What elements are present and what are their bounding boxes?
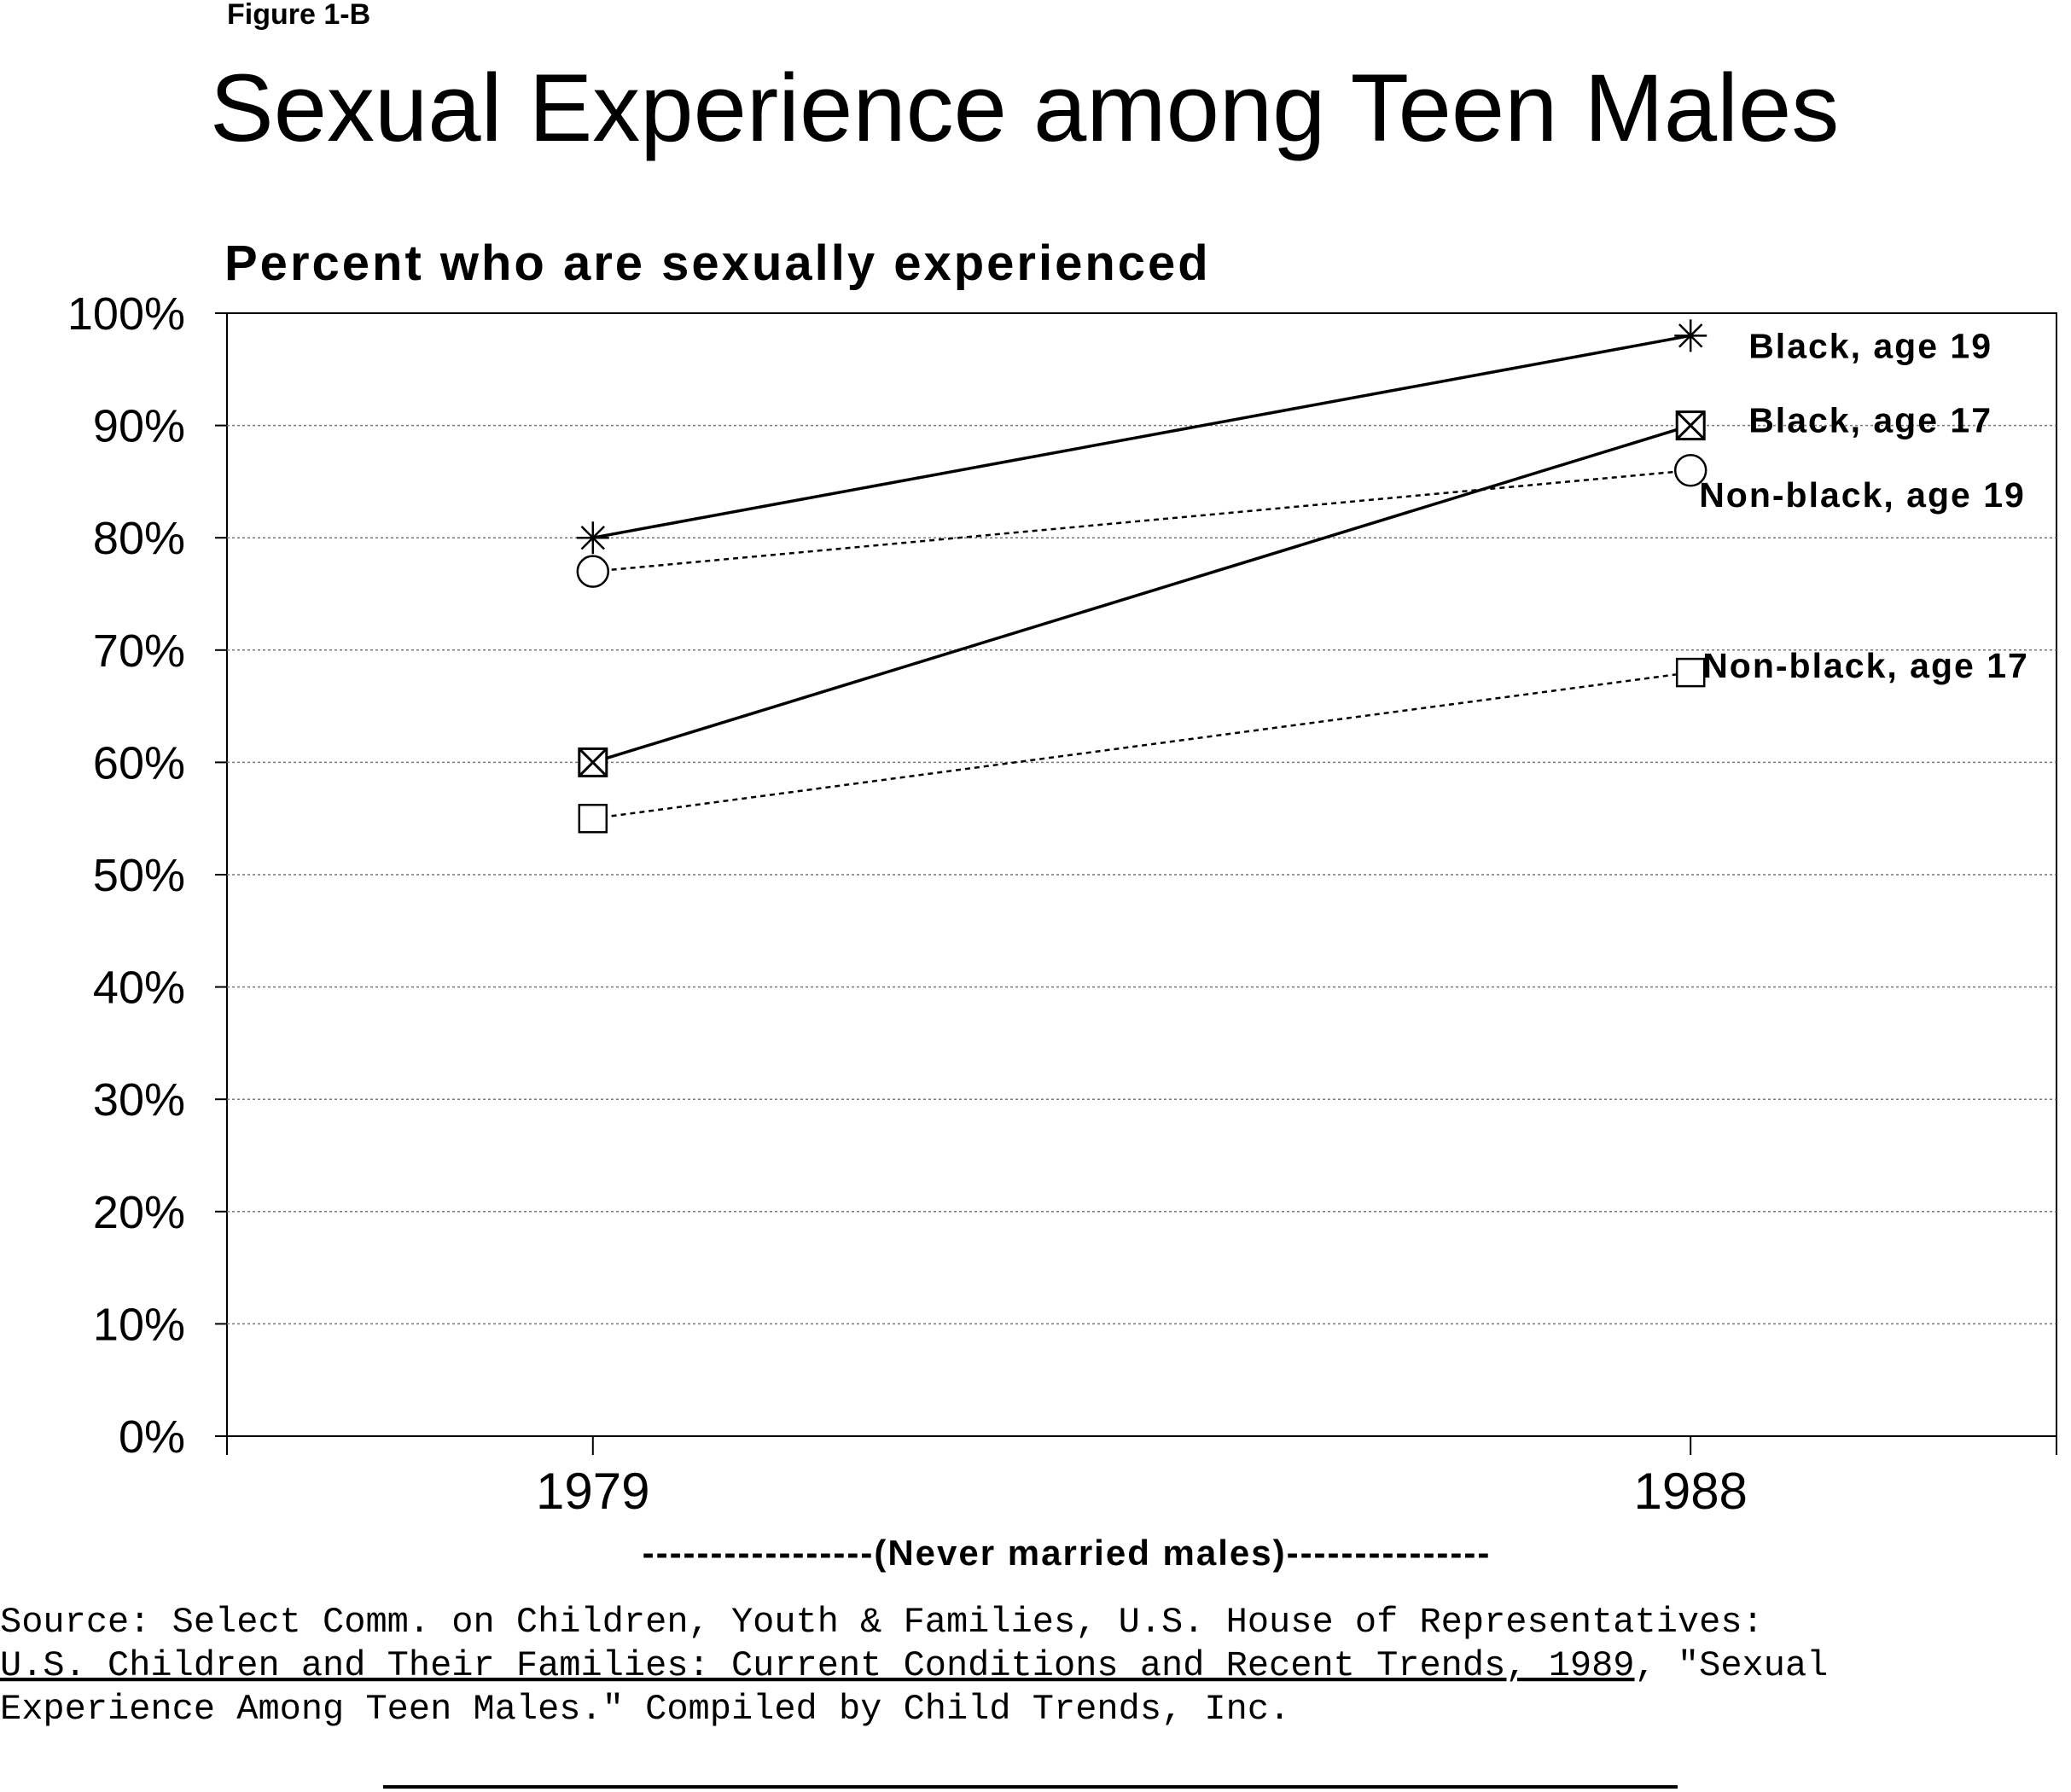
figure-label: Figure 1-B: [227, 0, 370, 31]
chart-title: Sexual Experience among Teen Males: [210, 55, 1839, 161]
y-tick-label: 30%: [93, 1074, 185, 1126]
data-point: [576, 555, 610, 588]
data-point: [1675, 657, 1706, 688]
data-point: [578, 747, 608, 777]
legend-label: Non-black, age 19: [1699, 475, 2026, 515]
source-text: , "Sexual: [1635, 1645, 1829, 1686]
data-point: [1674, 319, 1707, 352]
source-title: U.S. Children and Their Families: Curren…: [0, 1645, 1635, 1686]
legend-label: Black, age 19: [1748, 326, 1992, 365]
series-line: [592, 671, 1691, 820]
y-tick-label: 60%: [93, 737, 185, 788]
data-point: [576, 521, 609, 555]
subtitle: Percent who are sexually experienced: [224, 236, 1211, 291]
source-line: Source: Select Comm. on Children, Youth …: [0, 1602, 1764, 1643]
y-tick-label: 10%: [93, 1299, 185, 1350]
series-line: [592, 334, 1691, 539]
data-point: [1673, 453, 1707, 487]
source-line: Experience Among Teen Males." Compiled b…: [0, 1689, 1290, 1730]
data-point: [578, 803, 608, 834]
y-tick-label: 70%: [93, 625, 185, 677]
x-tick-label: 1988: [1633, 1463, 1747, 1520]
legend-label: Black, age 17: [1748, 401, 1992, 440]
series-line: [592, 423, 1691, 765]
y-tick-label: 50%: [93, 850, 185, 901]
series-line: [592, 468, 1691, 573]
y-tick-label: 40%: [93, 963, 185, 1014]
y-tick-label: 90%: [93, 401, 185, 452]
y-tick-label: 20%: [93, 1187, 185, 1238]
y-tick-label: 80%: [93, 513, 185, 564]
x-axis-label: -----------------(Never married males)--…: [643, 1533, 1492, 1573]
data-point: [1675, 410, 1706, 441]
y-tick-label: 0%: [119, 1411, 185, 1463]
y-tick-label: 100%: [67, 288, 185, 340]
legend-label: Non-black, age 17: [1702, 646, 2029, 685]
source-line: U.S. Children and Their Families: Curren…: [0, 1645, 1828, 1686]
x-tick-label: 1979: [536, 1463, 649, 1520]
